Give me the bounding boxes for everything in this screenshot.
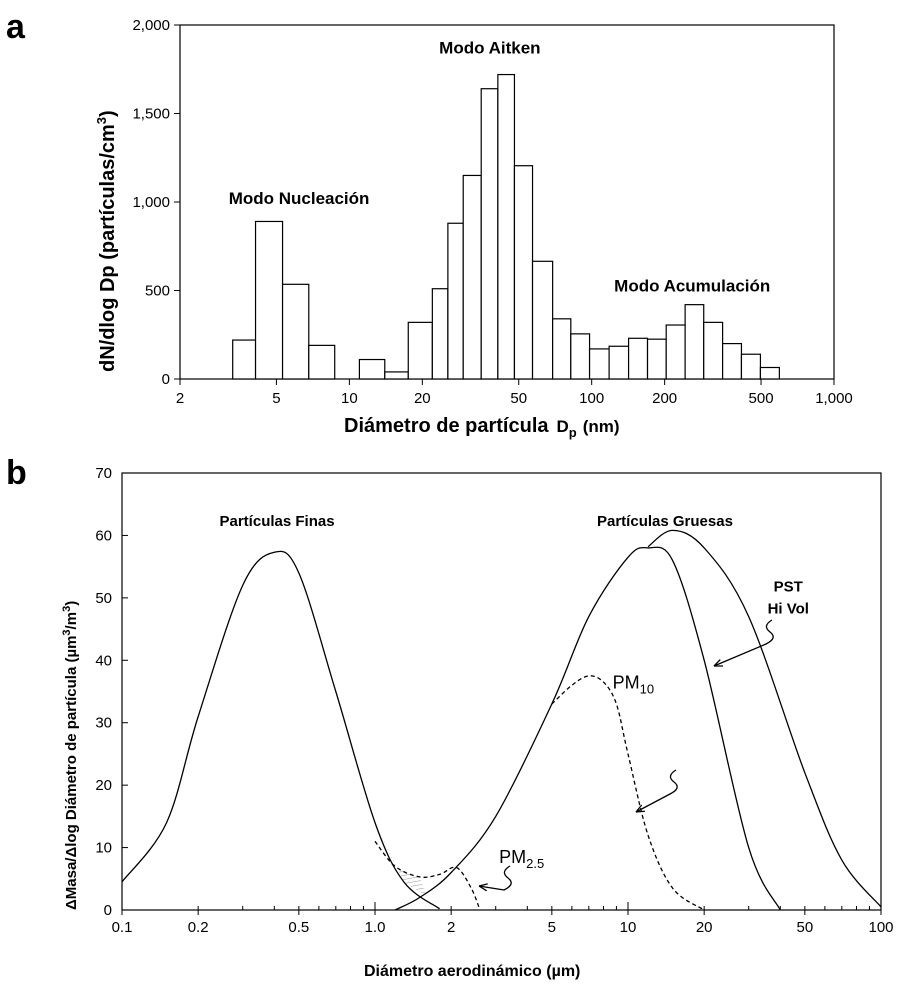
fine-mode-curve xyxy=(121,550,440,910)
pm-annotation: PM2.5 xyxy=(499,847,544,871)
histogram-bar xyxy=(254,220,284,380)
panel-b-curves xyxy=(121,529,882,911)
pm10-arrow xyxy=(635,769,678,813)
panel-b-letter: b xyxy=(6,454,27,492)
y-tick-label: 10 xyxy=(95,840,112,857)
histogram-bar xyxy=(627,337,649,380)
panel-a-y-ticks: 0 500 1,000 1,500 2,000 xyxy=(132,17,180,388)
y-tick-label: 20 xyxy=(95,777,112,794)
histogram-bar xyxy=(232,339,257,380)
panel-a-letter: a xyxy=(6,8,26,46)
x-tick-label: 1,000 xyxy=(815,390,853,407)
pm25-curve xyxy=(374,840,481,911)
curve-annotation: Hi Vol xyxy=(768,600,809,617)
x-tick-label: 20 xyxy=(696,919,713,936)
x-tick-label: 10 xyxy=(341,390,358,407)
panel-b-y-ticks: 0 10 20 30 40 50 60 70 xyxy=(95,465,128,919)
histogram-bar xyxy=(431,288,449,380)
x-tick-label: 0.2 xyxy=(188,919,209,936)
histogram-bar xyxy=(570,333,591,380)
coarse-mode-curve xyxy=(394,546,781,911)
panel-b-x-ticks: 0.1 0.2 0.5 1.0 2 5 10 20 50 100 xyxy=(112,902,894,936)
pm10-curve xyxy=(551,675,705,911)
pm25-overlap-hatch xyxy=(375,822,427,897)
histogram-bar xyxy=(384,371,409,380)
histogram-bar xyxy=(308,344,336,380)
panel-b-annotations: Partículas Finas Partículas Gruesas PST Hi … xyxy=(220,513,809,871)
x-tick-label: 5 xyxy=(272,390,280,407)
x-tick-label: 100 xyxy=(579,390,604,407)
histogram-bar xyxy=(759,366,780,380)
histogram-bar xyxy=(497,73,516,380)
x-tick-label: 200 xyxy=(652,390,677,407)
histogram-bar xyxy=(684,304,705,380)
curve-annotation: Partículas Gruesas xyxy=(597,513,733,530)
y-tick-label: 0 xyxy=(104,902,112,919)
x-tick-label: 1.0 xyxy=(365,919,386,936)
histogram-bar xyxy=(722,343,743,380)
histogram-bar xyxy=(513,165,534,380)
histogram-bar xyxy=(462,174,482,380)
x-tick-label: 2 xyxy=(447,919,455,936)
y-tick-label: 1,500 xyxy=(132,106,170,123)
histogram-bar xyxy=(281,283,310,380)
pst-arrow xyxy=(713,619,774,667)
panel-a-x-label: Diámetro de partícula Dp (nm) xyxy=(344,415,620,440)
histogram-bar xyxy=(608,345,630,380)
y-tick-label: 30 xyxy=(95,715,112,732)
curve-annotation: PST xyxy=(774,579,803,596)
y-tick-label: 1,000 xyxy=(132,194,170,211)
histogram-bar xyxy=(552,318,572,380)
histogram-bar xyxy=(588,348,610,380)
panel-b-x-label: Diámetro aerodinámico (µm) xyxy=(364,963,580,980)
histogram-bar xyxy=(740,353,762,380)
mode-annotation: Modo Nucleación xyxy=(229,189,370,208)
curve-annotation: Partículas Finas xyxy=(220,513,335,530)
panel-a-annotations: Modo Nucleación Modo Aitken Modo Acumulaci… xyxy=(229,38,771,295)
panel-b: b 0.1 0.2 0.5 1.0 2 5 10 20 50 100 0 10 20 30 40 50 60 7… xyxy=(6,454,894,980)
x-tick-label: 0.1 xyxy=(112,919,133,936)
x-tick-label: 0.5 xyxy=(288,919,309,936)
histogram-bar xyxy=(665,324,686,380)
mode-annotation: Modo Acumulación xyxy=(614,276,770,295)
y-tick-label: 500 xyxy=(145,283,170,300)
histogram-bar xyxy=(407,321,433,380)
x-tick-label: 5 xyxy=(548,919,556,936)
x-tick-label: 2 xyxy=(176,390,184,407)
panel-a-bars xyxy=(232,73,780,380)
histogram-bar xyxy=(358,358,386,380)
panel-a: a 2 5 10 20 50 100 200 500 1,000 0 500 1,000 1,500 2… xyxy=(6,8,853,440)
x-tick-label: 100 xyxy=(868,919,893,936)
y-tick-label: 0 xyxy=(162,371,170,388)
y-tick-label: 2,000 xyxy=(132,17,170,34)
mode-annotation: Modo Aitken xyxy=(439,38,540,57)
pst-hivol-curve xyxy=(647,529,882,908)
x-tick-label: 10 xyxy=(620,919,637,936)
histogram-bar xyxy=(447,222,464,380)
y-tick-label: 40 xyxy=(95,652,112,669)
histogram-bar xyxy=(703,321,724,380)
y-tick-label: 60 xyxy=(95,527,112,544)
panel-a-y-label: dN/dlog Dp (partículas/cm3) xyxy=(94,110,119,372)
y-tick-label: 70 xyxy=(95,465,112,482)
x-tick-label: 20 xyxy=(414,390,431,407)
histogram-bar xyxy=(646,338,667,380)
panel-b-arrows xyxy=(478,619,774,892)
panel-b-y-label: ΔMasa/Δlog Diámetro de partícula (µm3/m3… xyxy=(61,601,80,910)
histogram-bar xyxy=(480,88,499,380)
x-tick-label: 50 xyxy=(510,390,527,407)
histogram-bar xyxy=(531,260,554,380)
x-tick-label: 500 xyxy=(749,390,774,407)
panel-a-x-ticks: 2 5 10 20 50 100 200 500 1,000 xyxy=(176,379,853,407)
y-tick-label: 50 xyxy=(95,590,112,607)
panel-b-frame xyxy=(121,472,882,911)
pm25-arrow xyxy=(478,865,512,892)
pm-annotation: PM10 xyxy=(613,672,654,696)
x-tick-label: 50 xyxy=(796,919,813,936)
